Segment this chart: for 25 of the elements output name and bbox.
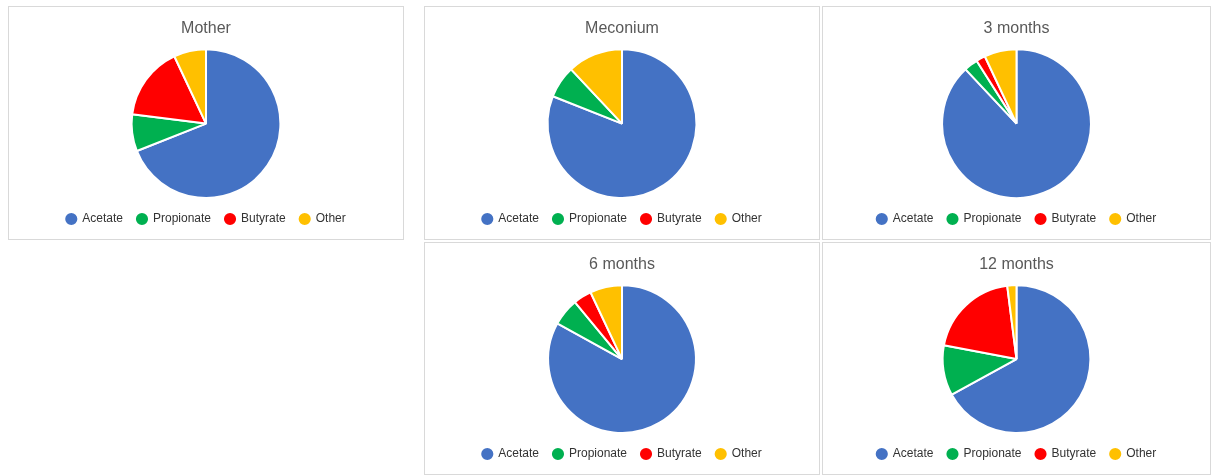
legend-label: Butyrate bbox=[657, 211, 703, 226]
legend-label: Acetate bbox=[498, 446, 540, 461]
legend-label: Propionate bbox=[152, 211, 212, 226]
legend-label: Propionate bbox=[963, 446, 1022, 461]
legend-label: Butyrate bbox=[657, 446, 703, 461]
legend-label: Butyrate bbox=[241, 211, 287, 226]
legend-label: Acetate bbox=[892, 211, 934, 226]
legend-label: Propionate bbox=[963, 211, 1022, 226]
legend-label: Acetate bbox=[82, 211, 124, 226]
chart-title: 6 months bbox=[589, 255, 655, 273]
legend-label: Other bbox=[1126, 211, 1157, 226]
legend-label: Other bbox=[731, 211, 762, 226]
legend-label: Other bbox=[1126, 446, 1157, 461]
chart-title: 3 months bbox=[983, 19, 1050, 37]
legend-label: Other bbox=[731, 446, 762, 461]
legend-label: Other bbox=[315, 211, 346, 226]
legend-label: Butyrate bbox=[1051, 211, 1097, 226]
chart-title: 12 months bbox=[979, 255, 1054, 273]
chart-title: Mother bbox=[181, 19, 232, 37]
legend-label: Acetate bbox=[892, 446, 934, 461]
legend-label: Butyrate bbox=[1051, 446, 1097, 461]
chart-title: Meconium bbox=[585, 19, 659, 37]
legend-label: Propionate bbox=[568, 446, 628, 461]
legend-label: Acetate bbox=[498, 211, 540, 226]
legend-label: Propionate bbox=[568, 211, 628, 226]
